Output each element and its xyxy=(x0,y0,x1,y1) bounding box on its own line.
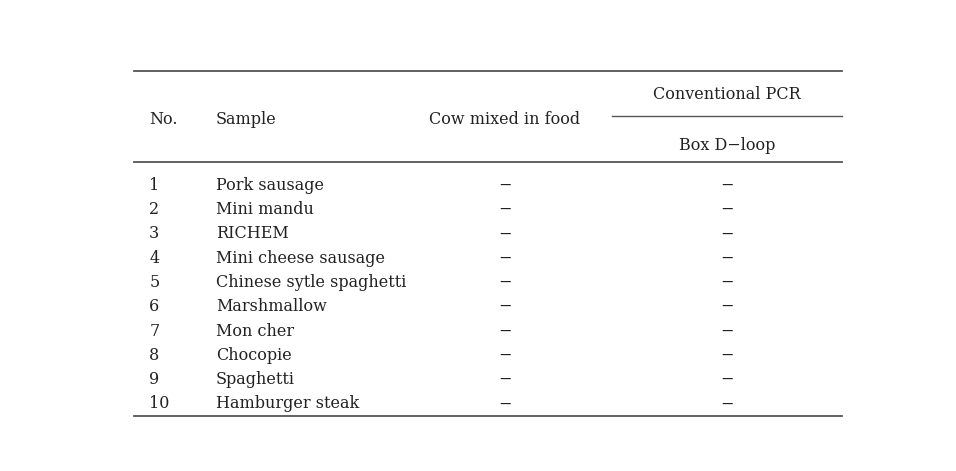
Text: Hamburger steak: Hamburger steak xyxy=(216,396,359,413)
Text: 3: 3 xyxy=(149,225,160,243)
Text: Chinese sytle spaghetti: Chinese sytle spaghetti xyxy=(216,274,406,291)
Text: −: − xyxy=(498,177,511,194)
Text: −: − xyxy=(498,274,511,291)
Text: Mon cher: Mon cher xyxy=(216,323,293,340)
Text: −: − xyxy=(721,201,733,218)
Text: Sample: Sample xyxy=(216,112,276,129)
Text: 1: 1 xyxy=(149,177,160,194)
Text: −: − xyxy=(721,371,733,388)
Text: −: − xyxy=(498,396,511,413)
Text: −: − xyxy=(721,347,733,364)
Text: Box D−loop: Box D−loop xyxy=(679,137,775,154)
Text: −: − xyxy=(498,347,511,364)
Text: RICHEM: RICHEM xyxy=(216,225,289,243)
Text: Pork sausage: Pork sausage xyxy=(216,177,324,194)
Text: −: − xyxy=(498,250,511,267)
Text: 9: 9 xyxy=(149,371,160,388)
Text: −: − xyxy=(498,371,511,388)
Text: −: − xyxy=(721,323,733,340)
Text: 7: 7 xyxy=(149,323,160,340)
Text: −: − xyxy=(498,298,511,315)
Text: −: − xyxy=(721,298,733,315)
Text: 5: 5 xyxy=(149,274,160,291)
Text: Conventional PCR: Conventional PCR xyxy=(653,86,801,103)
Text: −: − xyxy=(498,323,511,340)
Text: −: − xyxy=(721,225,733,243)
Text: 8: 8 xyxy=(149,347,160,364)
Text: 10: 10 xyxy=(149,396,169,413)
Text: Cow mixed in food: Cow mixed in food xyxy=(429,112,580,129)
Text: Chocopie: Chocopie xyxy=(216,347,292,364)
Text: −: − xyxy=(721,396,733,413)
Text: −: − xyxy=(498,201,511,218)
Text: Mini cheese sausage: Mini cheese sausage xyxy=(216,250,385,267)
Text: 2: 2 xyxy=(149,201,160,218)
Text: −: − xyxy=(721,250,733,267)
Text: −: − xyxy=(721,177,733,194)
Text: Mini mandu: Mini mandu xyxy=(216,201,314,218)
Text: Spaghetti: Spaghetti xyxy=(216,371,294,388)
Text: Marshmallow: Marshmallow xyxy=(216,298,327,315)
Text: 4: 4 xyxy=(149,250,160,267)
Text: −: − xyxy=(721,274,733,291)
Text: −: − xyxy=(498,225,511,243)
Text: 6: 6 xyxy=(149,298,160,315)
Text: No.: No. xyxy=(149,112,178,129)
